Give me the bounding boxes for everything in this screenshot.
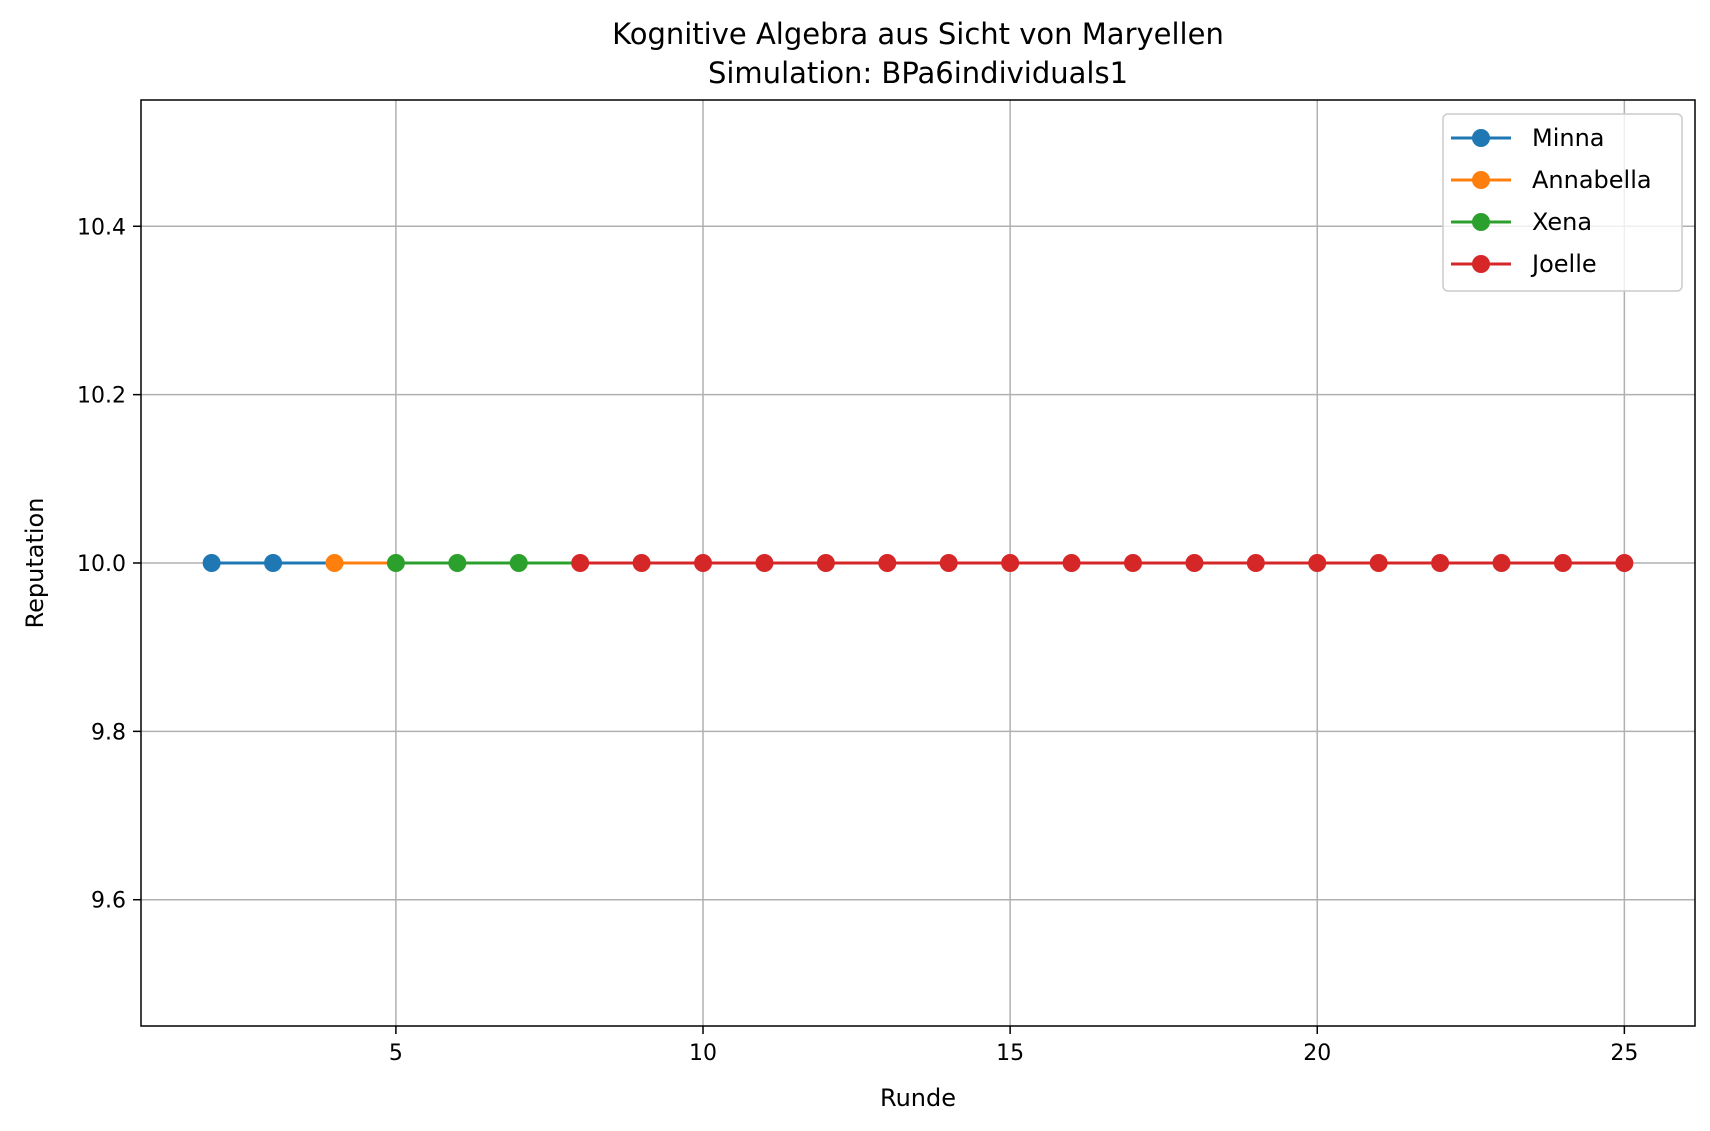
data-point bbox=[1185, 554, 1204, 572]
data-point bbox=[694, 554, 713, 572]
series-layer bbox=[202, 554, 1634, 572]
legend-label: Joelle bbox=[1530, 250, 1597, 278]
series-xena bbox=[386, 554, 581, 572]
data-point bbox=[1369, 554, 1388, 572]
legend-box bbox=[1442, 113, 1683, 292]
x-tick-label: 5 bbox=[389, 1041, 403, 1066]
chart-title: Kognitive Algebra aus Sicht von Maryelle… bbox=[612, 17, 1224, 51]
data-point bbox=[1553, 554, 1572, 572]
legend-entry: Minna bbox=[1451, 124, 1605, 152]
data-point bbox=[325, 554, 344, 572]
x-tick-label: 15 bbox=[996, 1041, 1024, 1066]
data-point bbox=[1062, 554, 1081, 572]
y-tick-label: 9.6 bbox=[91, 889, 126, 914]
data-point bbox=[939, 554, 958, 572]
legend-entry: Xena bbox=[1451, 208, 1592, 236]
series-joelle bbox=[571, 554, 1634, 572]
y-tick-label: 9.8 bbox=[91, 720, 126, 745]
data-point bbox=[1431, 554, 1450, 572]
legend-marker bbox=[1472, 213, 1490, 231]
data-point bbox=[1001, 554, 1020, 572]
chart-subtitle: Simulation: BPa6individuals1 bbox=[708, 56, 1128, 90]
x-tick-label: 25 bbox=[1610, 1041, 1638, 1066]
legend-label: Minna bbox=[1532, 124, 1605, 152]
data-point bbox=[816, 554, 835, 572]
legend: Minna Annabella Xena Joelle bbox=[1442, 113, 1683, 292]
y-tick-label: 10.0 bbox=[77, 552, 126, 577]
data-point bbox=[1246, 554, 1265, 572]
legend-entry: Joelle bbox=[1451, 250, 1597, 278]
data-point bbox=[509, 554, 528, 572]
data-point bbox=[386, 554, 405, 572]
y-tick-label: 10.4 bbox=[77, 215, 126, 240]
data-point bbox=[1123, 554, 1142, 572]
x-tick-label: 10 bbox=[689, 1041, 717, 1066]
series-annabella bbox=[325, 554, 396, 572]
data-point bbox=[571, 554, 590, 572]
data-point bbox=[1615, 554, 1634, 572]
x-tick-label: 20 bbox=[1303, 1041, 1331, 1066]
y-axis-label: Reputation bbox=[21, 498, 49, 629]
data-point bbox=[1308, 554, 1327, 572]
legend-label: Xena bbox=[1532, 208, 1592, 236]
ticks: 5 10 15 20 25 9.6 9.8 10.0 10.2 10.4 bbox=[77, 215, 1638, 1066]
data-point bbox=[202, 554, 221, 572]
legend-marker bbox=[1472, 255, 1490, 273]
legend-label: Annabella bbox=[1532, 166, 1652, 194]
legend-entry: Annabella bbox=[1451, 166, 1652, 194]
data-point bbox=[878, 554, 897, 572]
y-tick-label: 10.2 bbox=[77, 384, 126, 409]
data-point bbox=[448, 554, 467, 572]
legend-marker bbox=[1472, 129, 1490, 147]
data-point bbox=[1492, 554, 1511, 572]
data-point bbox=[264, 554, 283, 572]
legend-marker bbox=[1472, 171, 1490, 189]
series-minna bbox=[202, 554, 335, 572]
x-axis-label: Runde bbox=[880, 1084, 956, 1112]
data-point bbox=[755, 554, 774, 572]
data-point bbox=[632, 554, 651, 572]
